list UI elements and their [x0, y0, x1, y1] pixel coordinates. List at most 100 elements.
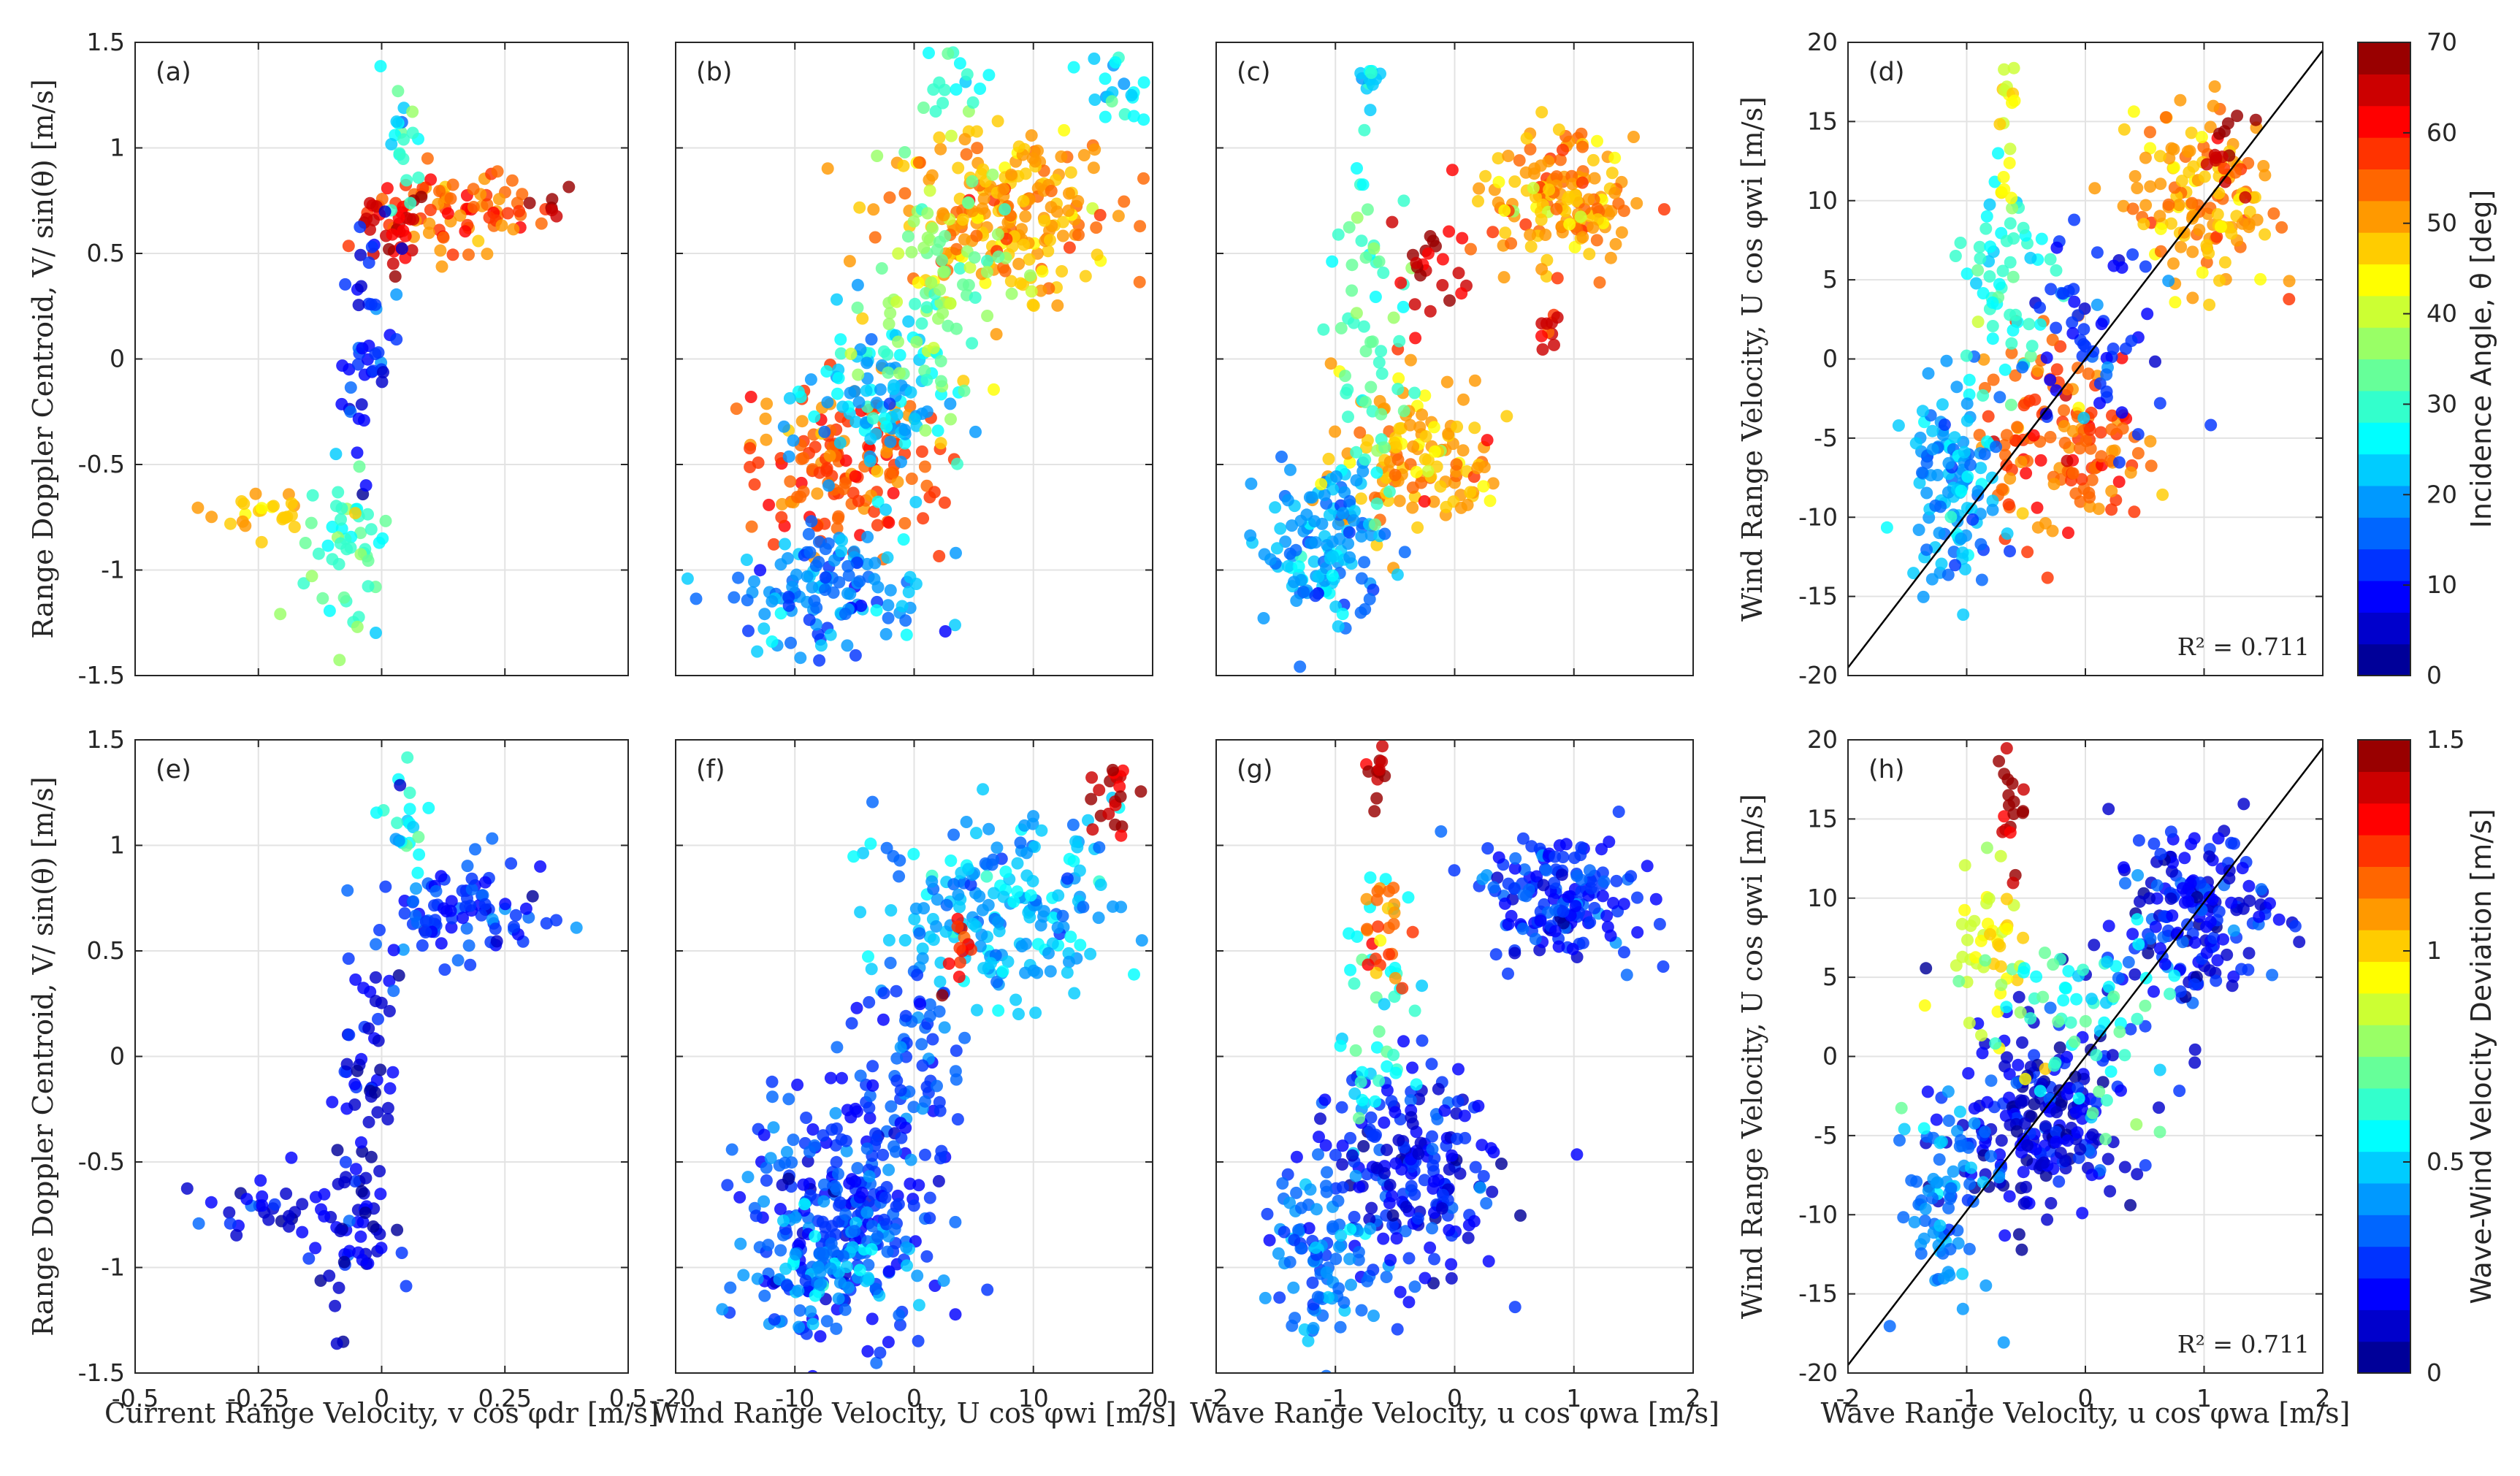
- data-point: [795, 415, 809, 428]
- data-point: [1324, 357, 1337, 370]
- data-point: [507, 223, 520, 236]
- data-point: [1344, 1223, 1357, 1236]
- data-point: [732, 571, 745, 584]
- data-point: [1608, 151, 1622, 164]
- data-point: [1450, 458, 1463, 471]
- data-point: [690, 592, 703, 605]
- data-point: [937, 209, 950, 222]
- data-point: [1046, 937, 1059, 950]
- colorbar-segment: [2358, 105, 2410, 138]
- data-point: [1937, 1272, 1950, 1285]
- data-point: [1421, 454, 1435, 467]
- data-point: [1315, 478, 1328, 491]
- data-point: [1370, 792, 1383, 805]
- data-point: [925, 875, 939, 888]
- data-point: [782, 590, 795, 603]
- data-point: [2074, 1143, 2087, 1156]
- data-point: [2195, 131, 2208, 144]
- data-point: [2006, 202, 2019, 215]
- scatter-points: [1259, 740, 1670, 1373]
- data-point: [375, 996, 388, 1009]
- data-point: [2164, 987, 2176, 1001]
- data-point: [1257, 612, 1270, 624]
- data-point: [2153, 397, 2166, 410]
- data-point: [2159, 111, 2172, 124]
- data-point: [1276, 1177, 1289, 1190]
- data-point: [2100, 385, 2113, 398]
- data-point: [833, 436, 847, 449]
- data-point: [1998, 183, 2011, 196]
- data-point: [1451, 420, 1464, 433]
- data-point: [256, 1190, 269, 1203]
- data-point: [1920, 456, 1933, 470]
- data-point: [2117, 199, 2130, 213]
- data-point: [321, 539, 335, 552]
- data-point: [255, 535, 268, 548]
- data-point: [375, 375, 389, 389]
- data-point: [1605, 167, 1619, 180]
- data-point: [1979, 954, 1992, 967]
- data-point: [349, 973, 362, 986]
- data-point: [1370, 966, 1383, 979]
- data-point: [966, 337, 979, 350]
- data-point: [268, 1198, 281, 1211]
- data-point: [1337, 1296, 1351, 1309]
- data-point: [1990, 440, 2002, 454]
- data-point: [992, 1004, 1005, 1017]
- data-point: [814, 639, 828, 652]
- data-point: [2153, 1125, 2166, 1139]
- data-point: [784, 475, 797, 488]
- data-point: [2131, 869, 2145, 882]
- data-point: [830, 1322, 843, 1335]
- data-point: [997, 183, 1010, 196]
- data-point: [847, 850, 860, 863]
- data-point: [1361, 1274, 1374, 1288]
- data-point: [364, 523, 378, 536]
- data-point: [1389, 961, 1402, 974]
- data-point: [481, 198, 494, 211]
- data-point: [267, 500, 280, 513]
- data-point: [867, 203, 880, 216]
- data-point: [1918, 1215, 1931, 1227]
- x-tick-label: -2: [1204, 1384, 1229, 1412]
- panel-label: (c): [1237, 58, 1271, 87]
- data-point: [422, 226, 435, 240]
- data-point: [2119, 876, 2131, 890]
- data-point: [829, 1106, 842, 1120]
- data-point: [1359, 453, 1372, 466]
- data-point: [1394, 276, 1408, 289]
- plot-frame: [1215, 42, 1694, 676]
- data-point: [947, 878, 961, 891]
- data-point: [1502, 967, 1514, 980]
- data-point: [465, 883, 478, 896]
- data-point: [1486, 477, 1500, 490]
- data-point: [369, 348, 382, 361]
- data-point: [1950, 959, 1963, 972]
- data-point: [1319, 1139, 1332, 1152]
- data-point: [949, 1308, 962, 1321]
- data-point: [1309, 536, 1322, 549]
- data-point: [367, 1220, 380, 1233]
- data-point: [395, 242, 408, 255]
- data-point: [1363, 592, 1376, 605]
- data-point: [2195, 903, 2208, 917]
- data-point: [916, 1059, 929, 1072]
- data-point: [1574, 210, 1587, 223]
- data-point: [742, 624, 755, 638]
- data-point: [780, 1279, 793, 1292]
- data-point: [1500, 410, 1513, 423]
- data-point: [1432, 1174, 1445, 1187]
- data-point: [1072, 195, 1085, 207]
- data-point: [1428, 445, 1441, 458]
- data-point: [1402, 1296, 1416, 1309]
- data-point: [841, 559, 855, 573]
- data-point: [1284, 463, 1297, 476]
- data-point: [2104, 1185, 2117, 1198]
- data-point: [2124, 1198, 2137, 1212]
- data-point: [1343, 221, 1356, 234]
- data-point: [898, 424, 912, 437]
- data-point: [1974, 252, 1987, 265]
- data-point: [1329, 470, 1343, 483]
